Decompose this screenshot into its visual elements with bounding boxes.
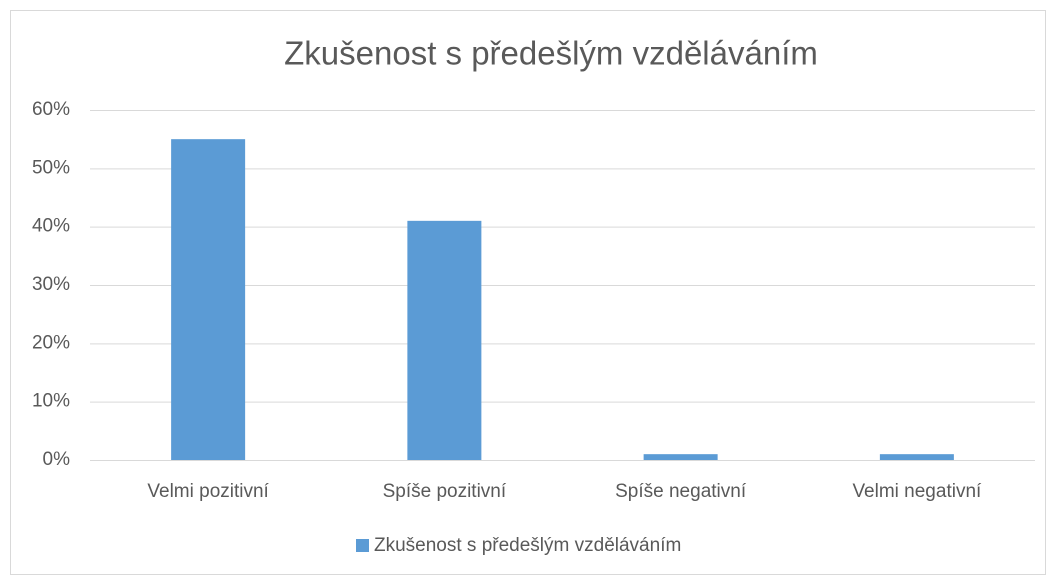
bar — [171, 139, 246, 460]
bar — [879, 454, 954, 460]
x-tick-label: Velmi pozitivní — [147, 481, 269, 502]
legend-swatch — [356, 539, 369, 552]
y-tick-label: 50% — [32, 157, 70, 178]
x-tick-label: Spíše pozitivní — [383, 481, 507, 502]
y-tick-label: 60% — [32, 99, 70, 120]
x-tick-label: Spíše negativní — [615, 481, 747, 502]
bar — [407, 220, 482, 460]
y-tick-label: 40% — [32, 216, 70, 237]
y-tick-label: 20% — [32, 332, 70, 353]
legend-label: Zkušenost s předešlým vzděláváním — [374, 535, 681, 556]
bar — [643, 454, 718, 460]
x-tick-label: Velmi negativní — [852, 481, 982, 502]
y-tick-label: 0% — [43, 449, 71, 470]
chart-title: Zkušenost s předešlým vzděláváním — [284, 35, 818, 72]
y-tick-label: 10% — [32, 391, 70, 412]
y-tick-label: 30% — [32, 274, 70, 295]
